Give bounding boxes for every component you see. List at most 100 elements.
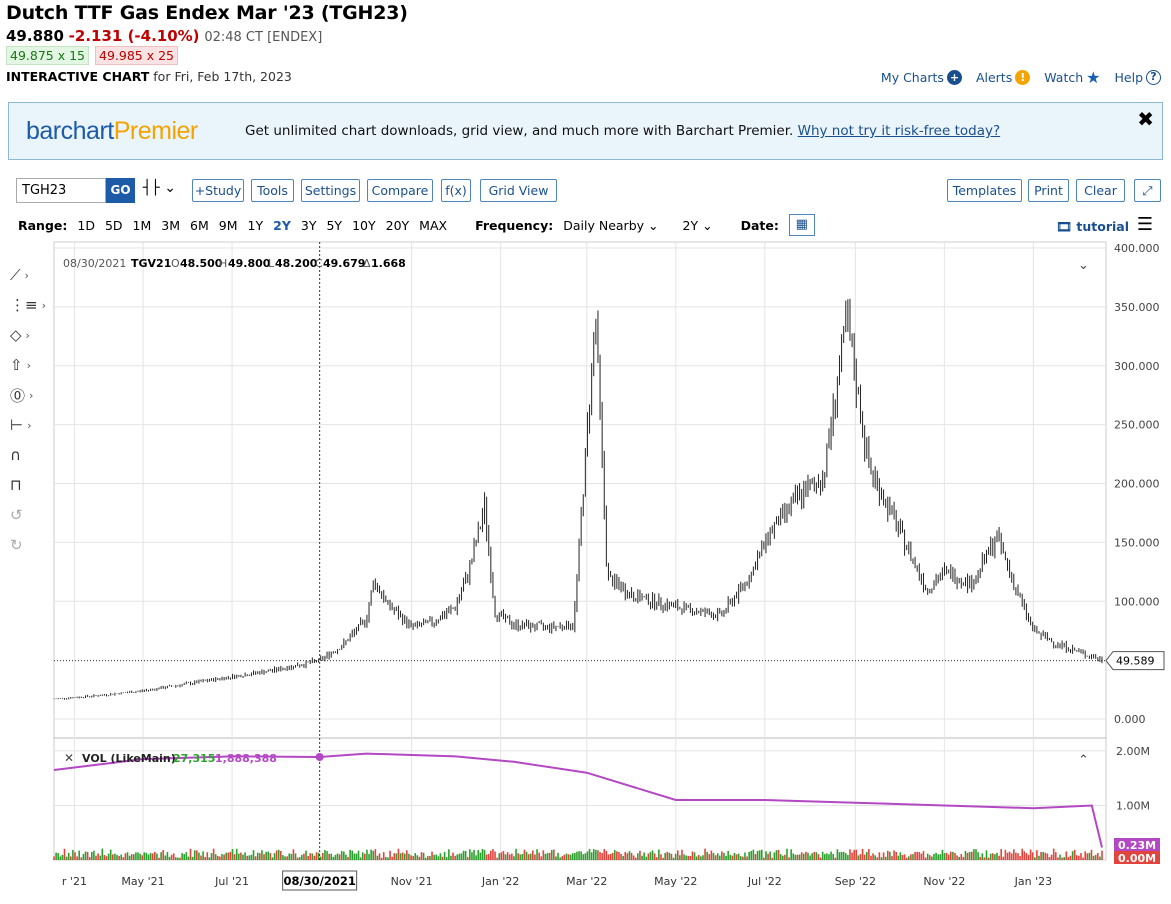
volume-bar xyxy=(865,851,868,860)
clear-button[interactable]: Clear xyxy=(1076,179,1125,202)
tutorial-link[interactable]: 🎞 tutorial xyxy=(1056,219,1129,234)
range-option-3m[interactable]: 3M xyxy=(161,217,181,233)
print-button[interactable]: Print xyxy=(1028,179,1069,202)
range-option-6m[interactable]: 6M xyxy=(190,217,209,233)
volume-bar xyxy=(805,851,807,860)
range-option-5y[interactable]: 5Y xyxy=(326,217,343,233)
menu-icon[interactable]: ☰ xyxy=(1136,214,1153,235)
volume-bar xyxy=(828,854,830,860)
volume-bar xyxy=(742,856,744,860)
frequency-label: Frequency: xyxy=(475,217,554,233)
volume-bar xyxy=(95,855,97,860)
barchart-premier-logo: barchartPremier xyxy=(26,117,198,145)
volume-bar xyxy=(534,854,536,860)
legend-date: 08/30/2021 xyxy=(63,257,126,270)
legend-low: 48.200 xyxy=(275,257,318,270)
volume-bar xyxy=(1099,856,1101,860)
volume-bar xyxy=(609,853,612,860)
volume-bar xyxy=(181,853,183,860)
alerts-link[interactable]: Alerts! xyxy=(976,70,1031,85)
volume-bar xyxy=(683,854,685,860)
templates-button[interactable]: Templates xyxy=(947,179,1022,202)
range-option-3y[interactable]: 3Y xyxy=(300,217,317,233)
range-option-9m[interactable]: 9M xyxy=(218,217,238,233)
volume-bar xyxy=(59,856,62,860)
volume-bar xyxy=(93,850,95,860)
shape-tool[interactable]: ◇ › xyxy=(10,320,50,350)
study-button[interactable]: +Study xyxy=(192,179,244,202)
volume-bar xyxy=(420,852,423,860)
volume-bar xyxy=(149,853,152,860)
volume-bar xyxy=(326,850,328,860)
volume-bar xyxy=(189,848,192,860)
volume-bar xyxy=(252,850,255,860)
symbol-input[interactable] xyxy=(16,178,106,203)
volume-bar xyxy=(248,855,251,860)
help-link[interactable]: Help? xyxy=(1115,70,1161,85)
marker-tool[interactable]: ⓪ › xyxy=(10,380,50,410)
volume-bar xyxy=(414,853,417,860)
volume-bar xyxy=(437,856,440,860)
last-price-tag xyxy=(1105,651,1165,671)
range-option-2y[interactable]: 2Y xyxy=(273,217,291,233)
volume-bar xyxy=(187,856,190,860)
compare-button[interactable]: Compare xyxy=(367,179,433,202)
volume-bar xyxy=(162,850,165,860)
volume-bar xyxy=(145,852,148,860)
volume-bar xyxy=(72,849,74,860)
watch-link[interactable]: Watch ★ xyxy=(1044,68,1101,87)
lock-tool[interactable]: ⊓ xyxy=(10,470,50,500)
go-button[interactable]: GO xyxy=(106,178,135,203)
volume-bar xyxy=(561,856,564,860)
volume-bar xyxy=(798,854,801,860)
volume-bar xyxy=(878,852,881,860)
bar-type-icon[interactable]: ┤├ ⌄ xyxy=(143,180,177,196)
range-option-10y[interactable]: 10Y xyxy=(352,217,376,233)
range-option-1m[interactable]: 1M xyxy=(132,217,152,233)
period-select[interactable]: 2Y ⌄ xyxy=(682,217,713,233)
volume-bar xyxy=(1078,855,1080,860)
calendar-icon[interactable]: ▦ xyxy=(788,214,815,236)
volume-bar xyxy=(445,857,448,860)
volume-bar xyxy=(727,851,729,860)
settings-button[interactable]: Settings xyxy=(301,179,360,202)
volume-bar xyxy=(1061,857,1063,860)
expand-icon[interactable]: ⤢ xyxy=(1134,179,1161,202)
caret-icon: › xyxy=(27,418,32,432)
volume-bar xyxy=(319,856,322,860)
volume-bar xyxy=(807,852,809,860)
trendline-tool[interactable]: ⟋ › xyxy=(10,260,50,290)
redo-tool[interactable]: ↻ xyxy=(10,530,50,560)
frequency-select[interactable]: Daily Nearby ⌄ xyxy=(563,217,659,233)
undo-tool[interactable]: ↺ xyxy=(10,500,50,530)
legend-collapse-icon[interactable]: ⌄ xyxy=(1078,258,1089,273)
range-option-1y[interactable]: 1Y xyxy=(247,217,264,233)
arrow-tool[interactable]: ⇧ › xyxy=(10,350,50,380)
close-icon[interactable]: ✕ xyxy=(64,751,74,765)
range-option-20y[interactable]: 20Y xyxy=(385,217,410,233)
range-option-5d[interactable]: 5D xyxy=(104,217,123,233)
chevron-up-icon[interactable]: ⌃ xyxy=(1078,753,1089,768)
volume-bar xyxy=(347,857,349,860)
volume-bar xyxy=(1042,852,1044,860)
volume-bar xyxy=(901,855,904,860)
volume-bar xyxy=(943,853,946,860)
price-chart[interactable]: 400.000 350.000 300.000 250.000 200.000 150.0… xyxy=(0,240,1171,904)
volume-bar xyxy=(427,856,429,860)
fx-button[interactable]: f(x) xyxy=(441,179,471,202)
banner-trial-link[interactable]: Why not try it risk-free today? xyxy=(797,123,1001,139)
my-charts-link[interactable]: My Charts + xyxy=(881,70,962,85)
volume-bar xyxy=(981,853,984,860)
range-option-1d[interactable]: 1D xyxy=(77,217,95,233)
magnet-tool[interactable]: ∩ xyxy=(10,440,50,470)
tools-button[interactable]: Tools xyxy=(251,179,294,202)
measure-tool[interactable]: ⊢ › xyxy=(10,410,50,440)
volume-bar xyxy=(133,854,135,860)
close-icon[interactable]: ✖ xyxy=(1137,107,1154,131)
legend-h-label: H xyxy=(219,257,227,270)
grid-view-button[interactable]: Grid View xyxy=(480,179,557,202)
fib-tool[interactable]: ⋮≡ › xyxy=(10,290,50,320)
volume-bar xyxy=(212,848,215,860)
date-label: Date: xyxy=(740,217,779,233)
range-option-max[interactable]: MAX xyxy=(419,217,448,233)
